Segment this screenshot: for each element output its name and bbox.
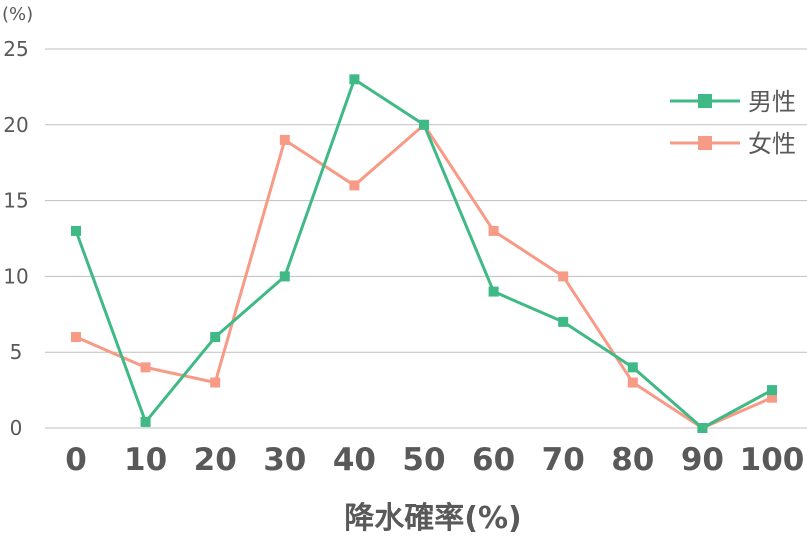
- x-tick-label: 100: [740, 442, 805, 478]
- data-point-marker: [488, 225, 499, 236]
- y-tick-label: 10: [3, 264, 28, 288]
- data-point-marker: [627, 362, 638, 373]
- x-tick-label: 40: [333, 442, 376, 478]
- data-point-marker: [488, 286, 499, 297]
- data-point-marker: [71, 225, 81, 236]
- x-tick-label: 60: [472, 442, 515, 478]
- data-point-marker: [279, 134, 290, 145]
- data-point-marker: [558, 271, 569, 282]
- x-tick-label: 80: [611, 442, 654, 478]
- x-tick-label: 30: [263, 442, 306, 478]
- data-point-marker: [210, 332, 221, 343]
- x-tick-label: 10: [124, 442, 167, 478]
- y-tick-label: 0: [10, 416, 23, 440]
- y-tick-label: 20: [3, 113, 28, 137]
- x-axis-ticks: 0 10 20 30 40 50 60 70 80 90 100: [65, 442, 804, 478]
- data-point-marker: [210, 377, 221, 388]
- x-tick-label: 50: [402, 442, 445, 478]
- data-point-marker: [71, 332, 81, 343]
- data-point-marker: [767, 385, 777, 396]
- x-tick-label: 70: [542, 442, 585, 478]
- series-1: [71, 74, 777, 433]
- y-tick-label: 5: [10, 340, 23, 364]
- x-tick-label: 90: [681, 442, 724, 478]
- data-point-marker: [627, 377, 638, 388]
- legend-item: 女性: [670, 130, 796, 158]
- data-point-marker: [140, 362, 151, 373]
- data-point-marker: [558, 316, 569, 327]
- y-tick-label: 25: [3, 37, 28, 61]
- legend-item: 男性: [670, 88, 796, 116]
- legend-label: 女性: [748, 130, 796, 158]
- data-point-marker: [419, 119, 429, 130]
- legend-marker: [698, 136, 712, 150]
- x-axis-title: 降水確率(%): [344, 501, 521, 536]
- series-group: [71, 74, 777, 433]
- y-tick-label: 15: [3, 189, 28, 213]
- y-unit-label: (%): [2, 4, 33, 25]
- data-point-marker: [140, 416, 151, 427]
- data-point-marker: [279, 271, 290, 282]
- legend-marker: [698, 94, 712, 108]
- x-tick-label: 0: [65, 442, 87, 478]
- data-point-marker: [697, 423, 708, 433]
- data-point-marker: [767, 392, 777, 403]
- legend-label: 男性: [748, 88, 796, 116]
- y-axis-ticks: 0 5 10 15 20 25: [3, 37, 28, 440]
- data-point-marker: [349, 74, 360, 85]
- data-point-marker: [349, 180, 360, 191]
- x-tick-label: 20: [194, 442, 237, 478]
